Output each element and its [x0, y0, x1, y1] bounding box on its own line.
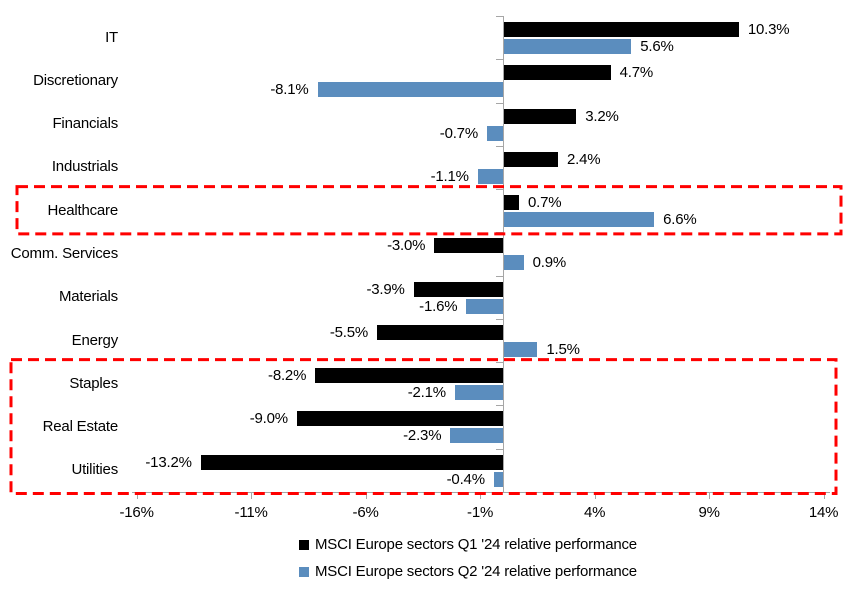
bar-q2-industrials: [477, 168, 503, 184]
value-label-q1-comm-services: -3.0%: [387, 237, 426, 255]
value-label-q2-healthcare: 6.6%: [663, 211, 697, 229]
value-label-q2-materials: -1.6%: [419, 297, 458, 315]
y-axis-boundary-tick: [496, 189, 503, 191]
x-tick-label-9: 9%: [698, 504, 720, 521]
bar-q1-real-estate: [296, 411, 503, 427]
value-label-q2-it: 5.6%: [640, 38, 674, 55]
bar-q2-staples: [454, 385, 503, 401]
category-label-utilities: Utilities: [71, 461, 118, 479]
y-axis-boundary-tick: [496, 59, 503, 61]
category-label-materials: Materials: [58, 288, 118, 306]
y-axis-boundary-tick: [496, 102, 503, 104]
bar-q2-financials: [486, 125, 503, 141]
y-axis-boundary-tick: [496, 318, 503, 320]
x-tick-label-1: -1%: [467, 504, 494, 521]
bar-q2-discretionary: [317, 82, 503, 98]
x-tick-label-6: -6%: [352, 504, 379, 521]
value-label-q2-real-estate: -2.3%: [403, 427, 442, 445]
value-label-q1-it: 10.3%: [747, 21, 790, 38]
category-label-discretionary: Discretionary: [33, 71, 118, 89]
x-tickmark-14: [823, 492, 825, 499]
y-axis-boundary-tick: [496, 491, 503, 493]
value-label-q1-financials: 3.2%: [585, 107, 619, 125]
bar-q1-healthcare: [503, 195, 520, 211]
bar-q2-comm-services: [503, 255, 524, 271]
legend-item-q2: MSCI Europe sectors Q2 '24 relative perf…: [299, 563, 637, 580]
bar-q2-it: [503, 39, 632, 54]
value-label-q1-energy: -5.5%: [329, 323, 369, 341]
category-label-staples: Staples: [69, 374, 118, 392]
legend-label-q2: MSCI Europe sectors Q2 '24 relative perf…: [315, 563, 637, 580]
bar-q1-industrials: [503, 151, 558, 167]
y-axis-boundary-tick: [496, 145, 503, 147]
bar-q1-energy: [377, 324, 503, 340]
value-label-q2-energy: 1.5%: [546, 340, 580, 358]
bar-q1-discretionary: [503, 65, 611, 81]
x-tickmark-1: [480, 492, 482, 499]
x-tickmark-6: [365, 492, 367, 499]
bar-q1-comm-services: [434, 238, 503, 254]
category-label-healthcare: Healthcare: [47, 201, 118, 219]
y-axis-boundary-tick: [496, 16, 503, 17]
bar-q2-utilities: [493, 471, 503, 487]
legend-swatch-q2-icon: [299, 566, 309, 577]
x-tick-label-16: -16%: [119, 504, 154, 521]
legend-label-q1: MSCI Europe sectors Q1 '24 relative perf…: [315, 536, 637, 553]
y-axis-boundary-tick: [496, 275, 503, 277]
legend-item-q1: MSCI Europe sectors Q1 '24 relative perf…: [299, 536, 637, 553]
value-label-q1-real-estate: -9.0%: [249, 410, 288, 428]
healthcare-highlight-box: [15, 185, 843, 236]
y-axis-boundary-tick: [496, 405, 503, 407]
x-tick-label-4: 4%: [583, 504, 606, 521]
x-tickmark-9: [709, 492, 711, 499]
legend-swatch-q1-icon: [299, 539, 309, 550]
category-label-financials: Financials: [52, 115, 118, 133]
bar-q1-staples: [315, 368, 503, 384]
y-axis-boundary-tick: [496, 362, 503, 364]
x-tickmark-11: [251, 492, 253, 499]
bar-q1-it: [503, 22, 739, 37]
value-label-q2-financials: -0.7%: [439, 124, 478, 142]
category-label-real-estate: Real Estate: [42, 418, 119, 436]
legend: MSCI Europe sectors Q1 '24 relative perf…: [299, 536, 637, 580]
bar-q2-healthcare: [503, 212, 655, 228]
category-label-industrials: Industrials: [51, 158, 118, 176]
value-label-q2-industrials: -1.1%: [430, 167, 469, 185]
category-label-comm-services: Comm. Services: [10, 244, 118, 262]
category-label-energy: Energy: [71, 331, 119, 349]
value-label-q1-healthcare: 0.7%: [528, 194, 562, 212]
bar-q2-real-estate: [450, 428, 503, 444]
y-axis-boundary-tick: [496, 448, 503, 450]
value-label-q1-materials: -3.9%: [366, 280, 405, 298]
x-tick-label-11: -11%: [234, 504, 268, 521]
y-axis-line: [503, 16, 504, 492]
y-axis-boundary-tick: [496, 232, 503, 234]
value-label-q2-discretionary: -8.1%: [270, 81, 309, 99]
x-tickmark-16: [136, 492, 138, 499]
value-label-q2-utilities: -0.4%: [446, 470, 485, 488]
value-label-q2-staples: -2.1%: [407, 384, 446, 402]
bar-q1-utilities: [200, 454, 503, 470]
bar-q1-materials: [413, 281, 503, 297]
value-label-q1-industrials: 2.4%: [566, 150, 601, 168]
bar-q2-energy: [503, 341, 538, 357]
value-label-q2-comm-services: 0.9%: [532, 254, 567, 272]
value-label-q1-utilities: -13.2%: [145, 453, 192, 471]
category-label-it: IT: [105, 28, 118, 46]
bar-q2-materials: [466, 298, 503, 314]
bar-q1-financials: [503, 108, 577, 124]
value-label-q1-staples: -8.2%: [268, 367, 307, 385]
x-tick-label-14: 14%: [808, 504, 839, 521]
x-tickmark-4: [594, 492, 596, 499]
value-label-q1-discretionary: 4.7%: [619, 64, 654, 82]
